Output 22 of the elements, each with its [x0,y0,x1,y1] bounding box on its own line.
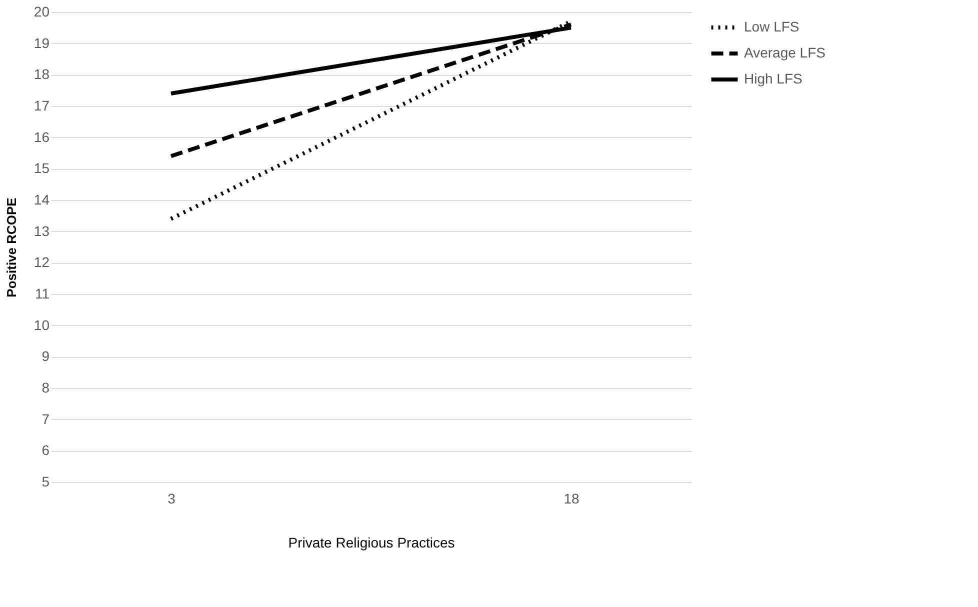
y-tick-label: 5 [42,474,50,490]
y-tick-label: 18 [34,66,50,82]
y-tick-label: 7 [42,410,50,427]
y-tick-label: 14 [34,192,50,208]
y-tick-label: 20 [34,4,50,20]
y-tick-label: 16 [34,128,50,145]
y-tick-label: 17 [34,98,50,114]
y-tick-label: 10 [34,316,50,333]
y-tick-label: 6 [42,442,50,458]
y-axis-title: Positive RCOPE [4,197,19,298]
y-tick-label: 12 [34,254,50,270]
x-tick-label: 3 [168,490,176,506]
legend-label: Average LFS [744,44,826,60]
y-tick-label: 8 [42,380,50,396]
y-tick-label: 19 [34,34,50,51]
y-tick-label: 11 [34,286,50,302]
y-tick-label: 15 [34,160,50,176]
legend-label: Low LFS [744,18,800,34]
x-axis-title: Private Religious Practices [288,534,455,550]
legend-label: High LFS [744,70,802,86]
y-tick-label: 13 [34,222,50,239]
y-tick-label: 9 [42,348,50,364]
